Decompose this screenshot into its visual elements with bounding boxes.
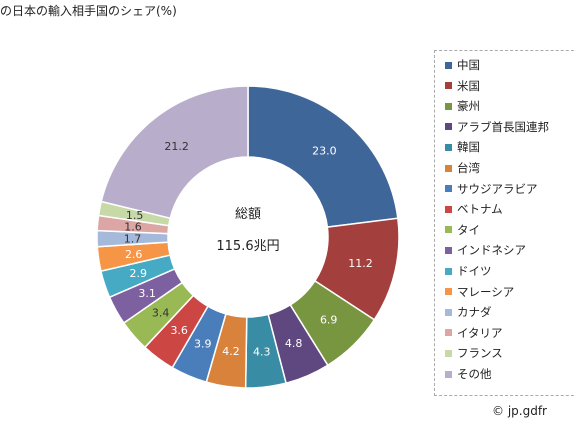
legend-swatch-3 (445, 102, 452, 110)
slice-label-4: 4.8 (285, 337, 303, 350)
legend-label-7: サウジアラビア (457, 181, 538, 196)
legend-item-15: フランス (445, 345, 503, 361)
legend-item-11: ドイツ (445, 263, 492, 279)
slice-1 (247, 85, 399, 228)
legend-label-1: 中国 (457, 58, 480, 72)
legend-swatch-9 (445, 226, 452, 234)
slice-label-14: 1.6 (124, 220, 142, 233)
legend-label-9: タイ (457, 222, 480, 237)
legend-swatch-6 (445, 164, 452, 172)
slice-label-5: 4.3 (253, 346, 271, 359)
legend-swatch-5 (445, 143, 452, 151)
legend: 中国米国豪州アラブ首長国連邦 韓国台湾サウジアラビア ベトナムタイインドネシア ドイツ… (434, 50, 576, 396)
legend-item-1: 中国 (445, 57, 480, 73)
center-total-label: 総額 (235, 207, 261, 222)
legend-swatch-12 (445, 288, 452, 296)
legend-swatch-7 (445, 185, 452, 193)
legend-item-9: タイ (445, 222, 480, 238)
legend-item-16: その他 (445, 366, 492, 382)
legend-swatch-16 (445, 370, 452, 378)
slice-label-6: 4.2 (222, 345, 240, 358)
legend-item-2: 米国 (445, 78, 480, 94)
slice-label-2: 11.2 (348, 257, 373, 270)
legend-label-8: ベトナム (457, 202, 503, 217)
legend-label-10: インドネシア (457, 243, 526, 258)
chart-title: の日本の輸入相手国のシェア(%) (0, 4, 177, 18)
legend-label-11: ドイツ (457, 264, 492, 278)
legend-item-5: 韓国 (445, 139, 480, 155)
legend-item-6: 台湾 (445, 160, 480, 176)
legend-swatch-11 (445, 267, 452, 275)
legend-label-6: 台湾 (457, 161, 480, 175)
legend-swatch-1 (445, 61, 452, 69)
slice-label-15: 1.5 (126, 209, 144, 222)
legend-swatch-15 (445, 349, 452, 357)
legend-swatch-14 (445, 329, 452, 337)
legend-label-3: 豪州 (457, 99, 480, 114)
legend-swatch-13 (445, 308, 452, 316)
slice-label-11: 2.9 (130, 267, 148, 280)
legend-item-13: カナダ (445, 304, 492, 320)
legend-label-2: 米国 (457, 78, 480, 93)
legend-item-7: サウジアラビア (445, 181, 538, 197)
legend-swatch-8 (445, 205, 452, 213)
legend-item-10: インドネシア (445, 242, 526, 258)
legend-item-4: アラブ首長国連邦 (445, 119, 549, 135)
center-total-value: 115.6兆円 (216, 239, 279, 254)
donut-slices (96, 85, 400, 389)
legend-item-12: マレーシア (445, 284, 514, 300)
slice-label-3: 6.9 (320, 314, 338, 327)
slice-label-7: 3.9 (194, 337, 212, 350)
legend-label-12: マレーシア (457, 284, 515, 299)
legend-label-5: 韓国 (457, 140, 480, 155)
legend-label-13: カナダ (457, 305, 492, 320)
legend-label-4: アラブ首長国連邦 (457, 119, 549, 134)
legend-label-14: イタリア (457, 325, 503, 340)
slice-label-9: 3.4 (152, 307, 170, 320)
legend-swatch-4 (445, 123, 452, 131)
slice-label-10: 3.1 (138, 287, 156, 300)
legend-label-16: その他 (457, 367, 492, 381)
legend-item-8: ベトナム (445, 201, 503, 217)
legend-swatch-2 (445, 82, 452, 90)
slice-label-12: 2.6 (125, 248, 143, 261)
slice-label-16: 21.2 (164, 140, 189, 153)
slice-label-13: 1.7 (124, 232, 142, 245)
slice-label-1: 23.0 (312, 144, 337, 157)
legend-item-3: 豪州 (445, 98, 480, 114)
slice-label-8: 3.6 (170, 324, 188, 337)
slice-labels: 23.0 11.2 6.9 4.8 4.3 4.2 3.9 3.63.4 3.1 2.9 2.6 1.… (124, 140, 373, 359)
legend-label-15: フランス (457, 346, 503, 361)
legend-item-14: イタリア (445, 325, 503, 341)
copyright-text: © jp.gdfr (492, 404, 547, 418)
slice-16 (100, 85, 249, 220)
legend-swatch-10 (445, 246, 452, 254)
